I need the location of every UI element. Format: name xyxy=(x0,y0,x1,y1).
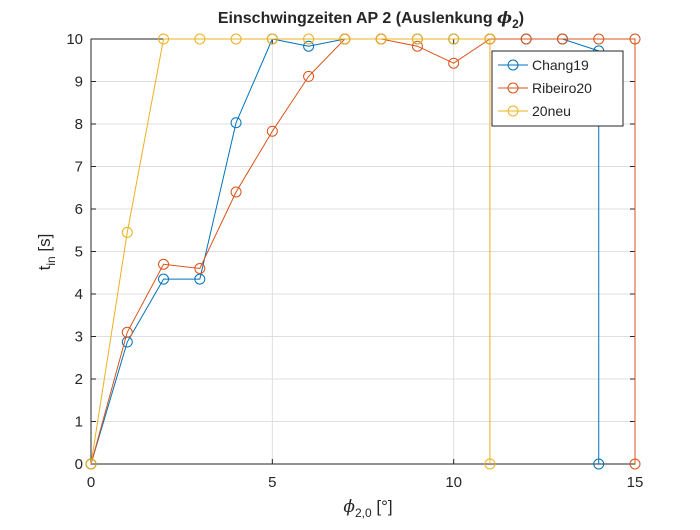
data-point-ribeiro20 xyxy=(629,33,641,45)
data-point-ribeiro20 xyxy=(520,33,532,45)
data-point-chang19 xyxy=(194,273,206,285)
data-point-20neu xyxy=(339,33,351,45)
legend-item-ribeiro20: Ribeiro20 xyxy=(498,80,592,96)
data-point-20neu xyxy=(85,458,97,470)
data-point-ribeiro20 xyxy=(121,326,133,338)
chart-title: Einschwingzeiten AP 2 (Auslenkung ϕ2) xyxy=(218,8,524,31)
data-point-ribeiro20 xyxy=(303,70,315,82)
y-tick-label: 0 xyxy=(75,456,83,473)
legend-label-chang19: Chang19 xyxy=(532,57,589,73)
legend-marker-20neu xyxy=(507,105,519,117)
series-line-20neu xyxy=(90,38,491,465)
y-axis-label: tin [s] xyxy=(35,234,58,271)
data-point-20neu xyxy=(266,33,278,45)
data-point-20neu xyxy=(484,33,496,45)
data-point-ribeiro20 xyxy=(448,57,460,69)
data-point-20neu xyxy=(303,33,315,45)
y-tick-label: 10 xyxy=(66,31,83,48)
series-20neu xyxy=(85,33,496,470)
legend-item-chang19: Chang19 xyxy=(498,57,589,73)
data-point-20neu xyxy=(484,458,496,470)
legend-marker-chang19 xyxy=(507,59,519,71)
y-tick-label: 6 xyxy=(75,201,83,218)
y-tick-label: 9 xyxy=(75,74,83,91)
x-tick-label: 15 xyxy=(627,474,644,491)
data-point-ribeiro20 xyxy=(158,258,170,270)
y-tick-label: 7 xyxy=(75,159,83,176)
data-point-20neu xyxy=(194,33,206,45)
data-point-chang19 xyxy=(158,273,170,285)
legend-item-20neu: 20neu xyxy=(498,103,571,119)
y-tick-label: 8 xyxy=(75,116,83,133)
data-point-ribeiro20 xyxy=(556,33,568,45)
data-point-20neu xyxy=(158,33,170,45)
data-point-chang19 xyxy=(303,40,315,52)
series-layer xyxy=(85,33,641,470)
legend: Chang19 Ribeiro20 20neu xyxy=(491,50,624,127)
x-tick-label: 5 xyxy=(268,474,276,491)
x-tick-label: 10 xyxy=(445,474,462,491)
y-tick-label: 2 xyxy=(75,371,83,388)
legend-marker-ribeiro20 xyxy=(507,82,519,94)
data-point-20neu xyxy=(411,33,423,45)
data-point-ribeiro20 xyxy=(411,40,423,52)
legend-label-ribeiro20: Ribeiro20 xyxy=(532,80,592,96)
y-tick-label: 4 xyxy=(75,286,83,303)
data-point-20neu xyxy=(448,33,460,45)
y-tick-label: 3 xyxy=(75,329,83,346)
data-point-ribeiro20 xyxy=(194,263,206,274)
data-point-20neu xyxy=(230,33,242,45)
data-point-ribeiro20 xyxy=(593,33,605,45)
y-tick-label: 5 xyxy=(75,244,83,261)
data-point-chang19 xyxy=(593,458,605,470)
data-point-20neu xyxy=(375,33,387,45)
legend-label-20neu: 20neu xyxy=(532,103,571,119)
y-tick-label: 1 xyxy=(75,414,83,431)
data-point-20neu xyxy=(121,226,133,238)
x-tick-label: 0 xyxy=(87,474,95,491)
x-axis-label: ϕ2,0 [°] xyxy=(343,497,392,520)
data-point-ribeiro20 xyxy=(266,125,278,137)
data-point-chang19 xyxy=(230,117,242,129)
data-point-ribeiro20 xyxy=(629,458,641,470)
data-point-ribeiro20 xyxy=(230,186,242,198)
